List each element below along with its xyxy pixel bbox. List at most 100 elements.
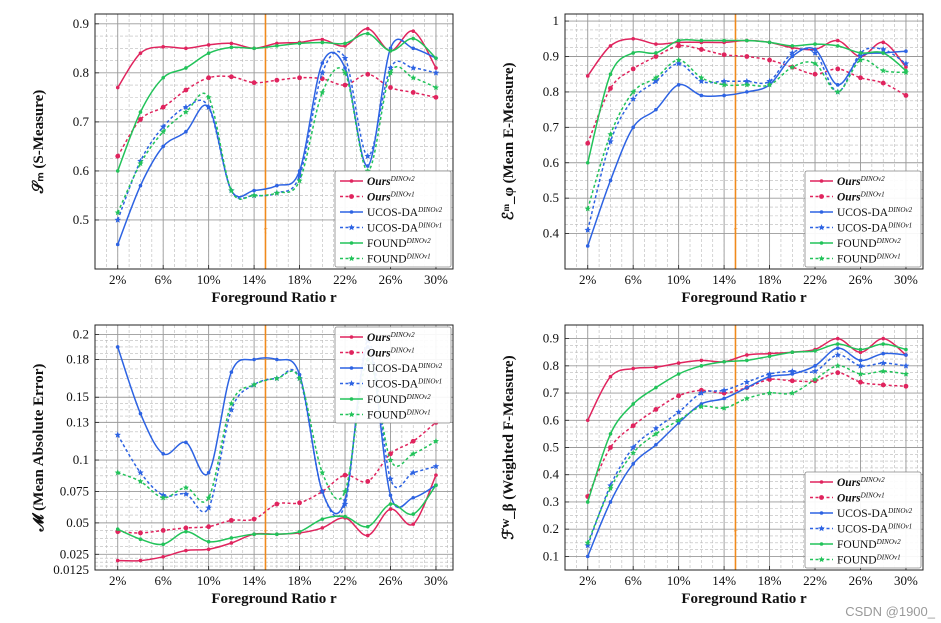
data-point-ucos2	[608, 500, 613, 504]
data-point-found1	[630, 449, 637, 456]
data-point-found2	[161, 542, 165, 547]
x-tick-label: 30%	[894, 573, 918, 588]
data-point-found2	[676, 38, 681, 43]
y-tick-label: 0.4	[543, 226, 560, 241]
data-point-ucos1	[720, 77, 728, 85]
x-tick-label: 6%	[155, 272, 173, 287]
data-point-found1	[410, 74, 417, 81]
data-point-ucos2	[115, 345, 120, 349]
chart-panel-4: τ 2% 6% 10% 14% 18% 22% 26% 30% 0.1 0.2 0.3 0.4 0.5 0.…	[501, 324, 924, 607]
data-point-found2	[252, 532, 256, 536]
data-point-ours1	[342, 82, 348, 88]
data-point-ucos1	[629, 95, 637, 102]
x-tick-label: 30%	[424, 573, 448, 588]
data-point-found1	[410, 450, 417, 457]
x-tick-label: 22%	[803, 573, 827, 588]
data-point-ucos1	[584, 226, 591, 233]
data-point-found1	[341, 488, 349, 495]
data-point-found2	[722, 359, 726, 364]
data-point-ours1	[365, 479, 371, 484]
data-point-ucos2	[275, 357, 279, 362]
data-point-found1	[857, 56, 864, 63]
legend-marker-ucos2	[819, 210, 824, 214]
data-point-found1	[319, 469, 326, 476]
data-point-ours1	[721, 52, 727, 58]
data-point-ours2	[767, 351, 772, 356]
data-point-found1	[182, 108, 189, 115]
data-point-ucos2	[411, 46, 416, 51]
data-point-ours2	[411, 522, 416, 526]
data-point-ours1	[608, 85, 613, 91]
legend: OursDINOv2 OursDINOv1 UCOS-DADINOv2 UCOS-DA…	[804, 471, 922, 569]
data-point-found2	[343, 41, 347, 46]
data-point-ucos1	[902, 362, 910, 369]
data-point-ucos1	[182, 103, 190, 110]
legend-label-found2: FOUNDDINOv2	[367, 393, 431, 406]
data-point-found1	[698, 403, 705, 410]
y-tick-label: 0.0125	[53, 562, 89, 577]
data-point-ours1	[115, 153, 121, 159]
data-point-ours1	[342, 472, 348, 478]
x-tick-label: 10%	[667, 573, 691, 588]
data-point-ours1	[767, 377, 772, 382]
x-axis-title: Foreground Ratio r	[681, 591, 807, 607]
data-point-ucos2	[161, 144, 165, 149]
data-point-found2	[790, 44, 795, 48]
data-point-found2	[434, 483, 438, 487]
data-point-found1	[630, 88, 637, 95]
data-point-ucos2	[138, 411, 143, 416]
series-ours1	[115, 71, 439, 159]
legend-marker-found1	[348, 255, 355, 262]
data-point-ucos2	[411, 495, 416, 500]
data-point-found2	[699, 364, 704, 368]
data-point-found1	[160, 128, 167, 135]
data-point-ucos2	[297, 169, 302, 173]
data-point-ucos1	[205, 103, 212, 110]
x-tick-label: 18%	[288, 573, 312, 588]
data-point-found1	[251, 381, 258, 388]
x-tick-label: 2%	[579, 272, 597, 287]
data-point-ours1	[744, 54, 750, 59]
data-point-found2	[388, 502, 393, 506]
legend-marker-ours2	[819, 480, 824, 484]
data-point-ours1	[880, 382, 886, 388]
y-axis-title: ℰᵐ_φ (Mean E-Measure)	[501, 62, 517, 220]
data-point-ucos2	[184, 129, 188, 134]
data-point-ours1	[608, 445, 613, 450]
data-point-ours1	[630, 66, 636, 72]
data-point-ucos2	[365, 164, 370, 168]
data-point-ours1	[274, 501, 280, 507]
data-point-found2	[654, 51, 658, 55]
data-point-found2	[745, 358, 749, 363]
data-point-ours1	[410, 438, 416, 444]
data-point-ucos2	[161, 451, 165, 456]
legend-label-found1: FOUNDDINOv1	[367, 253, 431, 266]
y-tick-label: 0.1	[543, 548, 559, 563]
legend-label-ours1: OursDINOv1	[367, 191, 415, 204]
data-point-ucos2	[320, 61, 325, 65]
x-tick-label: 18%	[758, 573, 782, 588]
data-point-ucos2	[252, 357, 256, 362]
data-point-ucos1	[789, 367, 796, 375]
data-point-ours1	[835, 370, 841, 376]
y-tick-label: 0.6	[543, 155, 560, 170]
data-point-ucos1	[319, 69, 326, 76]
series-line-ucos2	[117, 346, 437, 515]
data-point-ours1	[585, 140, 591, 146]
x-tick-label: 14%	[242, 573, 266, 588]
data-point-ours2	[206, 547, 211, 552]
data-point-found2	[206, 51, 211, 56]
chart-panel-2: τ 2% 6% 10% 14% 18% 22% 26% 30% 0.4 0.5 0.6 0.7 0.8 0.…	[501, 13, 924, 306]
legend-label-found1: FOUNDDINOv1	[837, 253, 901, 266]
data-point-ucos1	[789, 49, 796, 56]
tau-label: τ	[264, 225, 268, 236]
data-point-found2	[654, 385, 658, 390]
data-point-found1	[675, 417, 682, 423]
data-point-ours1	[653, 406, 659, 412]
data-point-ours2	[161, 555, 165, 559]
y-tick-label: 0.6	[73, 163, 90, 178]
data-point-ours2	[229, 41, 234, 46]
data-point-found2	[320, 517, 325, 521]
data-point-found1	[811, 60, 819, 67]
data-point-ucos1	[296, 172, 303, 179]
